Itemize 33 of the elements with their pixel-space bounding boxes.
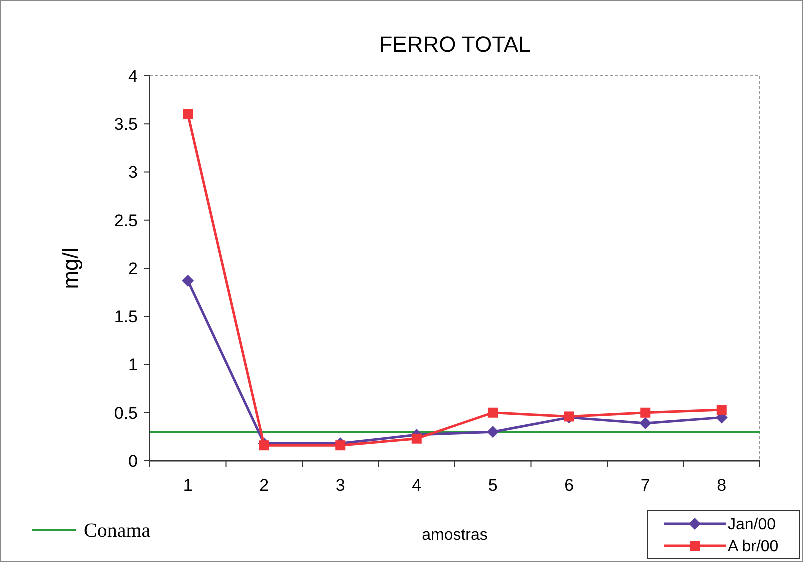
y-tick-label: 1.5 (114, 308, 138, 327)
y-tick-label: 0.5 (114, 404, 138, 423)
x-tick-label: 7 (640, 476, 650, 495)
x-tick-label: 3 (336, 476, 346, 495)
point (488, 408, 498, 418)
x-tick-label: 2 (260, 476, 270, 495)
legend-label: Conama (84, 520, 151, 542)
point (336, 440, 346, 451)
x-axis-title: amostras (422, 527, 488, 544)
point (716, 404, 727, 415)
chart-title: FERRO TOTAL (379, 32, 531, 57)
point (259, 440, 270, 451)
point (640, 408, 651, 418)
y-tick-label: 0 (128, 452, 138, 471)
y-tick-label: 3.5 (114, 115, 138, 134)
point (183, 110, 194, 120)
point (487, 426, 500, 438)
y-tick-label: 2 (128, 259, 138, 278)
y-tick-label: 4 (128, 66, 138, 86)
y-tick-label: 1 (128, 356, 138, 375)
y-tick-label: 3 (128, 163, 138, 182)
y-axis-title: mg/l (58, 248, 83, 290)
x-tick-label: 4 (412, 476, 422, 495)
point (412, 434, 422, 444)
point (640, 417, 652, 430)
x-tick-label: 5 (488, 476, 498, 495)
y-tick-label: 2.5 (114, 211, 138, 230)
legend-label: A br/00 (728, 538, 779, 556)
x-tick-label: 1 (183, 476, 193, 495)
x-tick-label: 6 (564, 476, 574, 495)
point (182, 275, 194, 288)
legend-label: Jan/00 (728, 516, 776, 534)
x-tick-label: 8 (717, 476, 727, 495)
